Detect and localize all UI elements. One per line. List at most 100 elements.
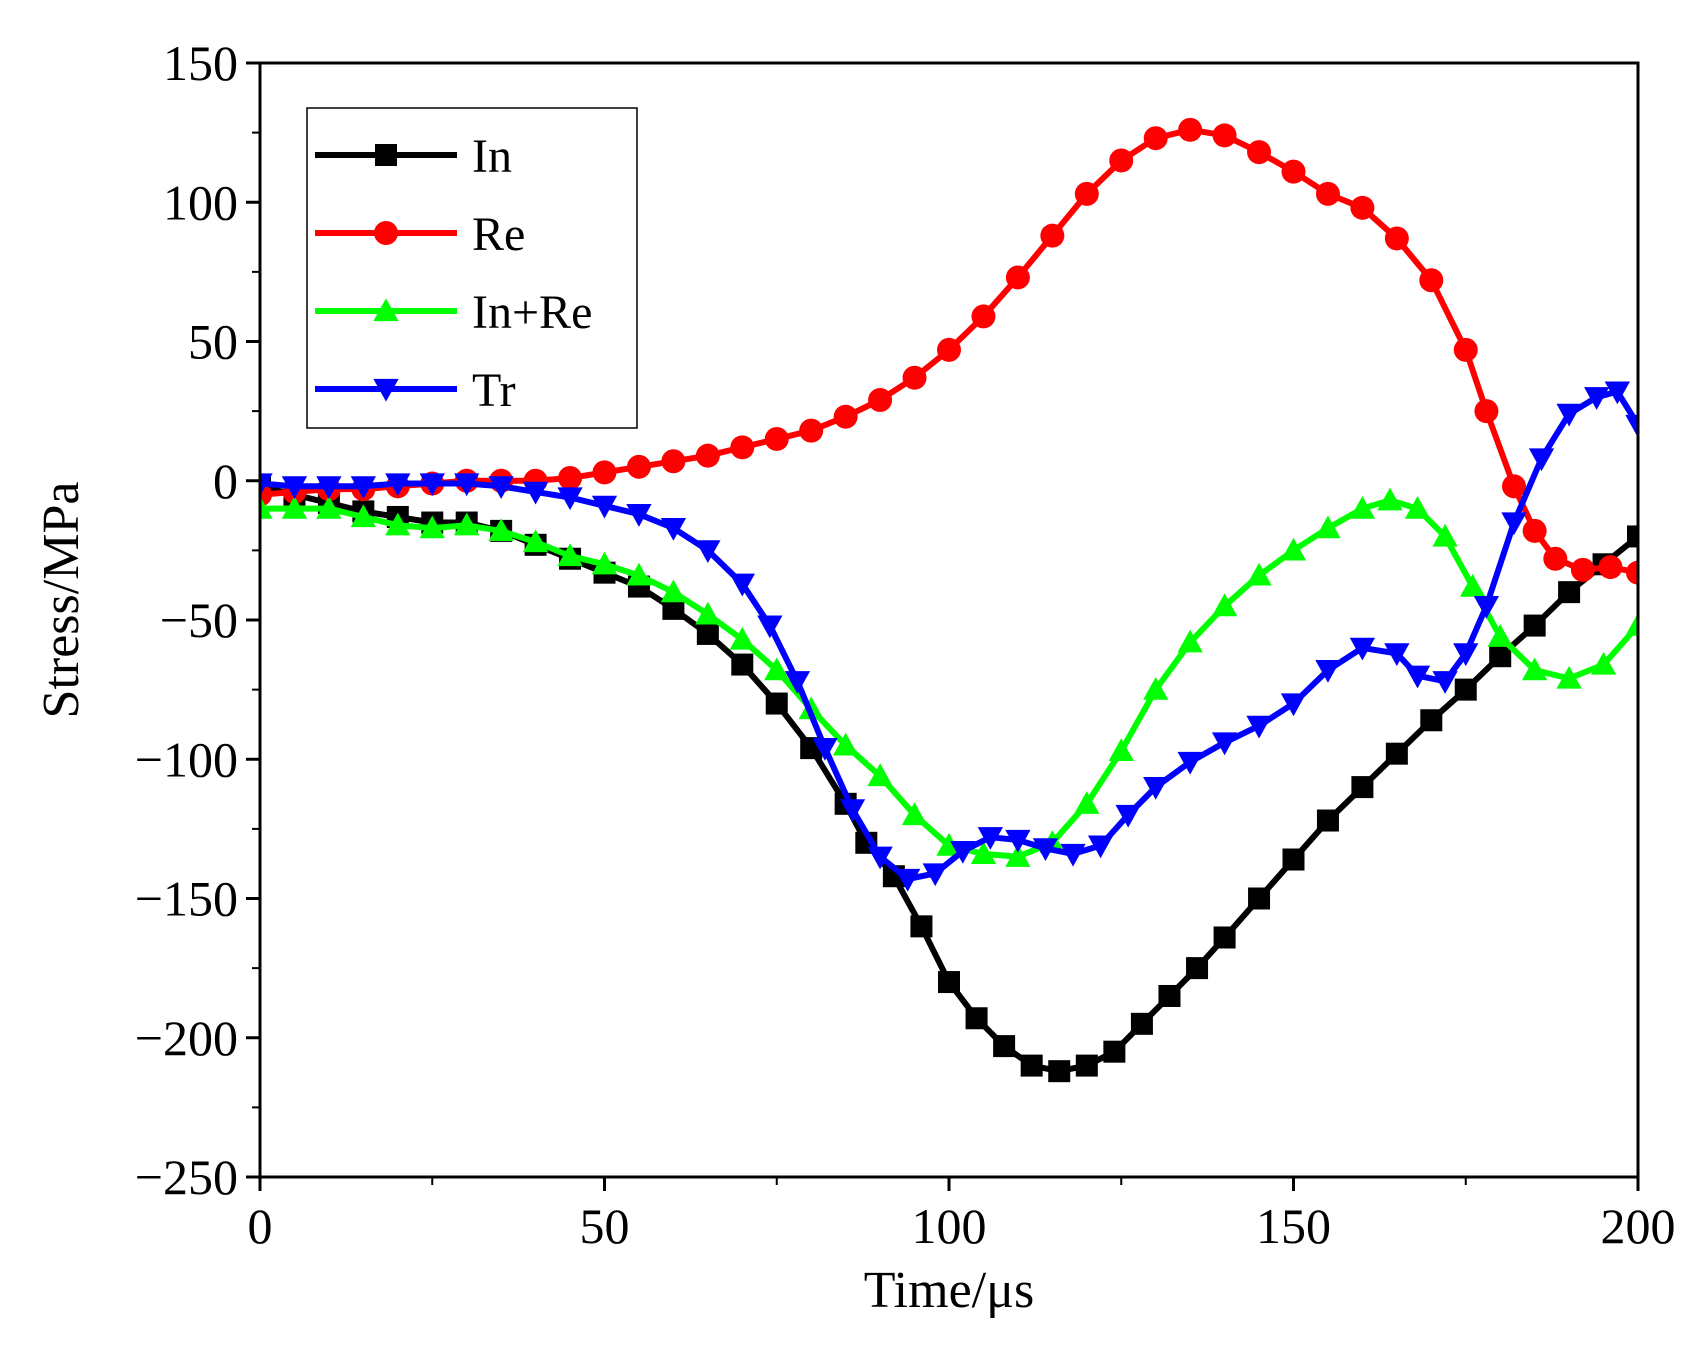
data-point-re — [1501, 474, 1526, 499]
data-point-tr — [729, 573, 755, 597]
data-point-in-re — [488, 518, 514, 541]
legend-label: Tr — [472, 364, 516, 417]
legend-label: In+Re — [472, 286, 592, 339]
data-point-in — [1158, 984, 1181, 1007]
data-point-in — [1316, 809, 1339, 832]
data-point-in — [910, 915, 933, 938]
x-tick-label: 0 — [248, 1198, 273, 1254]
data-point-tr — [488, 476, 514, 499]
data-point-tr — [1032, 838, 1059, 862]
data-point-tr — [895, 868, 921, 892]
data-point-in-re — [1459, 573, 1486, 597]
legend-item-in: In — [315, 130, 512, 183]
x-tick-label: 50 — [580, 1198, 630, 1254]
legend-marker — [373, 298, 399, 322]
data-point-re — [1598, 555, 1623, 580]
data-point-tr — [1501, 512, 1527, 536]
y-tick-label: −250 — [135, 1149, 238, 1205]
data-point-in — [938, 971, 960, 994]
data-point-in-re — [1177, 629, 1203, 653]
data-point-in — [1523, 614, 1546, 637]
data-point-in-re — [1522, 657, 1548, 681]
data-point-in-re — [695, 601, 721, 625]
data-point-re — [1005, 265, 1030, 290]
series-line-tr — [260, 388, 1638, 882]
legend-item-re: Re — [315, 208, 525, 261]
data-point-tr — [1087, 835, 1114, 859]
data-point-in — [1103, 1040, 1126, 1063]
series-tr — [260, 381, 1638, 892]
data-point-tr — [1384, 643, 1410, 667]
data-point-tr — [385, 473, 411, 497]
data-point-in-re — [260, 495, 273, 519]
data-point-in-re — [1590, 651, 1617, 675]
data-point-re — [868, 387, 893, 412]
data-point-in-re — [1556, 665, 1582, 689]
data-point-re — [1522, 518, 1547, 543]
data-point-re — [833, 404, 858, 429]
data-point-re — [799, 418, 824, 443]
data-point-in-re — [1487, 624, 1513, 647]
data-point-tr — [1060, 843, 1086, 867]
data-point-in-re — [867, 763, 893, 787]
data-point-tr — [1211, 732, 1238, 756]
x-tick-label: 150 — [1256, 1198, 1331, 1254]
data-point-re — [902, 365, 927, 390]
y-tick-label: −50 — [160, 592, 238, 648]
data-point-tr — [350, 476, 376, 499]
data-point-re — [1247, 140, 1272, 165]
y-tick-label: 150 — [163, 35, 238, 91]
data-point-in — [1130, 1012, 1153, 1035]
data-point-tr — [1528, 448, 1555, 472]
y-tick-label: 100 — [163, 174, 238, 230]
data-point-in — [1454, 678, 1477, 701]
data-point-in — [1627, 525, 1638, 548]
data-point-in-re — [660, 579, 687, 603]
data-point-tr — [1453, 643, 1479, 667]
data-point-tr — [922, 863, 948, 887]
data-point-in-re — [1211, 593, 1238, 617]
data-point-tr — [1556, 403, 1582, 427]
data-point-re — [730, 435, 755, 460]
x-axis-title: Time/μs — [864, 1262, 1034, 1319]
data-point-in — [1385, 742, 1408, 765]
data-point-re — [764, 426, 789, 451]
y-tick-label: 50 — [188, 314, 238, 370]
data-point-in — [1420, 709, 1443, 732]
data-point-in — [1213, 926, 1236, 949]
data-point-in — [1020, 1054, 1043, 1077]
legend-item-tr: Tr — [315, 364, 516, 417]
data-point-in-re — [316, 495, 342, 519]
data-point-in-re — [1005, 844, 1031, 867]
data-point-tr — [1115, 804, 1141, 828]
data-point-tr — [784, 671, 811, 694]
data-point-tr — [1177, 751, 1203, 775]
data-point-in — [965, 1007, 988, 1030]
data-point-in-re — [1404, 495, 1431, 519]
legend-marker — [375, 144, 397, 166]
data-point-in-re — [557, 543, 583, 567]
data-point-re — [558, 465, 583, 490]
data-point-re — [1453, 337, 1478, 362]
data-point-in-re — [454, 512, 480, 536]
data-point-in-re — [833, 732, 859, 756]
data-point-re — [937, 337, 961, 362]
data-point-re — [661, 449, 686, 474]
data-point-in-re — [419, 515, 445, 539]
data-point-in-re — [626, 562, 652, 586]
data-point-tr — [454, 473, 480, 497]
y-tick-label: 0 — [213, 453, 238, 509]
x-tick-label: 200 — [1601, 1198, 1676, 1254]
data-point-tr — [977, 827, 1003, 850]
legend-item-in-re: In+Re — [315, 286, 592, 339]
data-point-in-re — [1349, 495, 1376, 519]
data-point-in — [1075, 1054, 1098, 1077]
data-point-tr — [281, 476, 308, 499]
data-point-re — [1074, 181, 1099, 206]
y-axis-title: Stress/MPa — [33, 482, 90, 719]
data-point-in-re — [281, 495, 308, 519]
data-point-re — [1281, 159, 1306, 184]
data-point-tr — [757, 615, 783, 639]
y-tick-label: −200 — [135, 1010, 238, 1066]
